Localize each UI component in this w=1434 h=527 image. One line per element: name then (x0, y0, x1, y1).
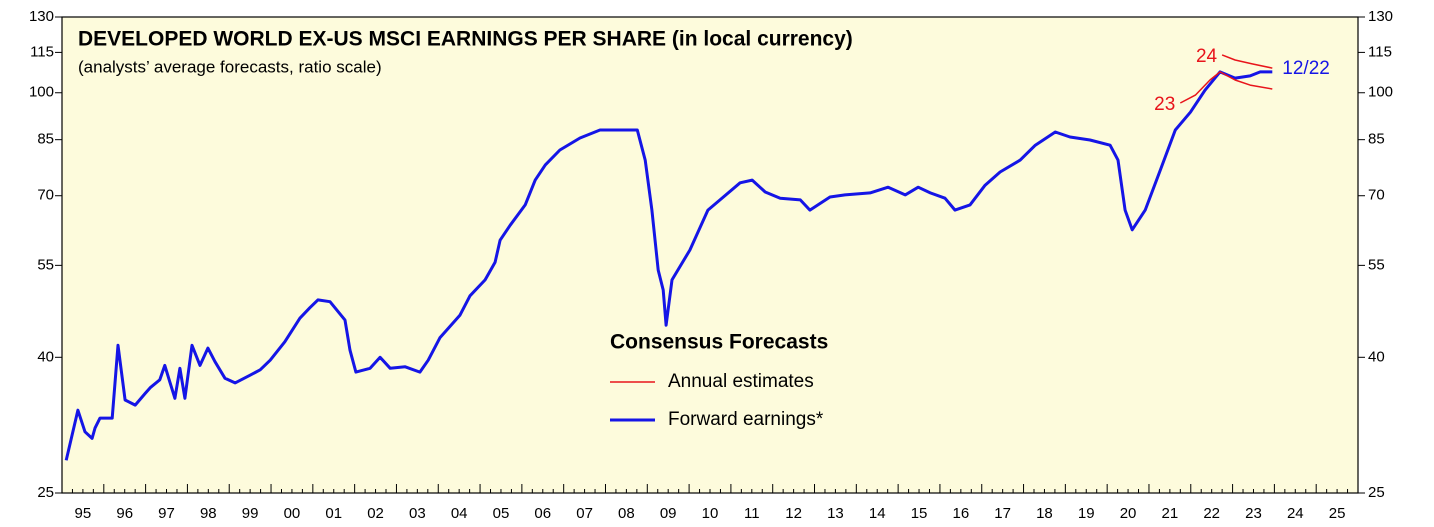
x-tick-label: 09 (660, 505, 677, 522)
x-tick-label: 11 (744, 505, 760, 522)
y2-tick-label: 25 (1368, 484, 1385, 501)
y-tick-label: 70 (37, 187, 54, 204)
x-tick-label: 07 (576, 505, 593, 522)
series-line (64, 70, 1273, 461)
y2-tick-label: 100 (1368, 84, 1393, 101)
y2-tick-label: 130 (1368, 8, 1393, 25)
x-tick-label: 00 (284, 505, 301, 522)
x-tick-label: 15 (911, 505, 928, 522)
x-tick-label: 25 (1329, 505, 1346, 522)
x-tick-label: 14 (869, 505, 886, 522)
chart-subtitle: (analysts’ average forecasts, ratio scal… (78, 57, 382, 76)
y2-tick-label: 55 (1368, 256, 1385, 273)
x-tick-label: 04 (451, 505, 468, 522)
x-tick-label: 20 (1120, 505, 1137, 522)
y2-tick-label: 70 (1368, 187, 1385, 204)
x-tick-label: 02 (367, 505, 384, 522)
series-label: 24 (1196, 46, 1218, 67)
x-tick-label: 24 (1287, 505, 1304, 522)
series-line (1221, 54, 1273, 69)
y-tick-label: 40 (37, 348, 54, 365)
x-tick-label: 13 (827, 505, 844, 522)
y-tick-label: 115 (30, 43, 54, 60)
y-tick-label: 25 (37, 484, 54, 501)
y2-tick-label: 40 (1368, 348, 1385, 365)
x-tick-label: 05 (493, 505, 510, 522)
y-tick-label: 85 (37, 131, 54, 148)
x-tick-label: 08 (618, 505, 635, 522)
x-tick-label: 10 (702, 505, 719, 522)
series-line (1179, 71, 1273, 104)
x-tick-label: 99 (242, 505, 259, 522)
y-tick-label: 100 (29, 84, 54, 101)
x-tick-label: 19 (1078, 505, 1095, 522)
x-tick-label: 98 (200, 505, 217, 522)
plot-area (61, 16, 1359, 494)
x-tick-label: 06 (534, 505, 551, 522)
x-tick-label: 17 (994, 505, 1011, 522)
x-tick-label: 16 (952, 505, 969, 522)
legend-label: Annual estimates (668, 371, 814, 392)
y-tick-label: 130 (29, 8, 54, 25)
legend-label: Forward earnings* (668, 409, 824, 430)
y2-tick-label: 115 (1368, 43, 1392, 60)
x-tick-label: 18 (1036, 505, 1053, 522)
x-tick-label: 95 (75, 505, 92, 522)
x-tick-label: 01 (325, 505, 342, 522)
y-tick-label: 55 (37, 256, 54, 273)
x-tick-label: 03 (409, 505, 426, 522)
end-label: 12/22 (1282, 58, 1330, 79)
x-tick-label: 96 (116, 505, 133, 522)
series-label: 23 (1154, 94, 1175, 115)
x-tick-label: 12 (785, 505, 802, 522)
x-tick-label: 23 (1245, 505, 1262, 522)
x-tick-label: 97 (158, 505, 175, 522)
x-tick-label: 21 (1162, 505, 1179, 522)
x-tick-label: 22 (1203, 505, 1220, 522)
chart-title: DEVELOPED WORLD EX-US MSCI EARNINGS PER … (78, 28, 853, 51)
legend-title: Consensus Forecasts (610, 331, 828, 354)
y2-tick-label: 85 (1368, 131, 1385, 148)
